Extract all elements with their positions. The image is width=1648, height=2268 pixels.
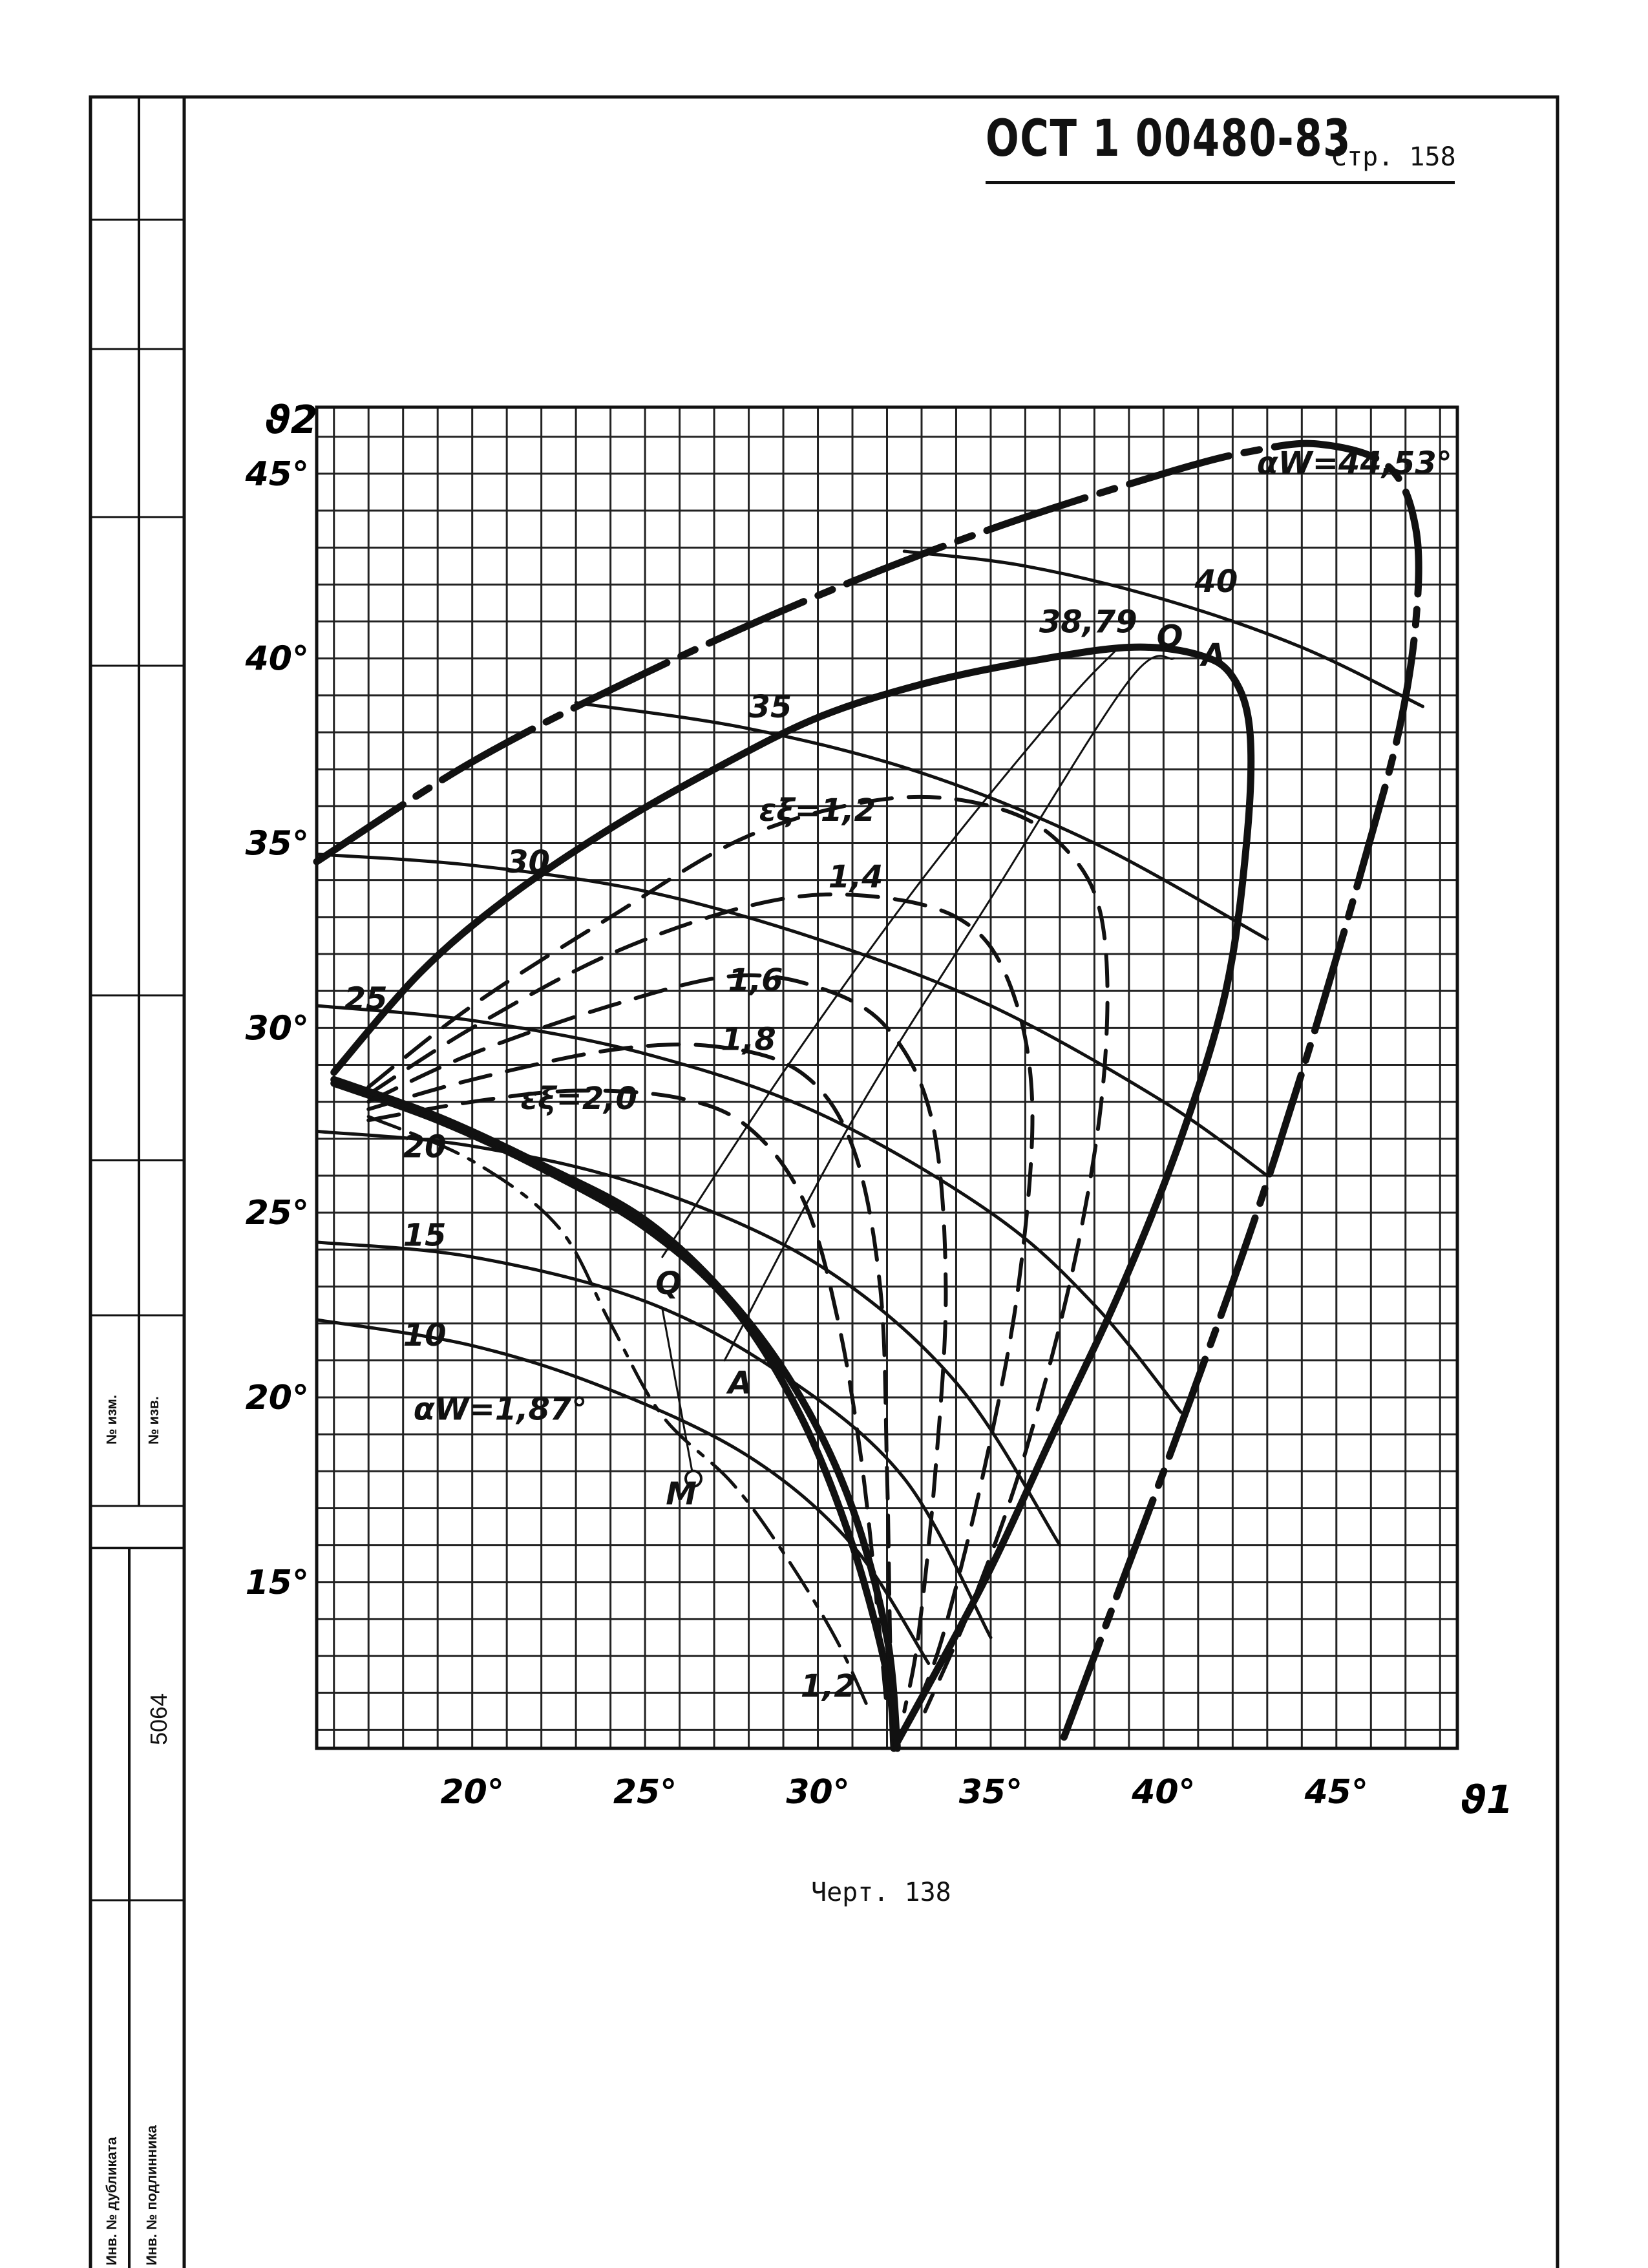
- curve-label: 20: [403, 1129, 447, 1165]
- series-line-12: [366, 892, 1035, 1713]
- curve-label: 38,79: [1039, 604, 1137, 641]
- y-tick-label: 35°: [246, 825, 309, 864]
- curve-label: εξ=1,2: [759, 792, 876, 829]
- curve-label: M: [666, 1476, 697, 1512]
- y-axis-label: ϑ2: [265, 397, 317, 443]
- curve-label: 15: [403, 1218, 447, 1254]
- curve-label: 1,4: [829, 859, 883, 895]
- series-line-3: [330, 1076, 902, 1752]
- y-tick-label: 30°: [246, 1009, 309, 1048]
- curve-label: αW=1,87°: [414, 1391, 587, 1427]
- curve-label: 35: [749, 689, 792, 725]
- x-tick-label: 20°: [440, 1773, 503, 1812]
- series-line-19: [661, 1308, 695, 1480]
- x-tick-label: 35°: [959, 1773, 1022, 1812]
- curve-label: Q: [1157, 619, 1183, 655]
- curve-label: 1,8: [721, 1022, 776, 1058]
- plot-border: [315, 405, 1459, 1750]
- curve-label: A: [1199, 637, 1225, 673]
- series-line-1: [330, 643, 1255, 1752]
- series-line-0: [313, 440, 1422, 1752]
- x-tick-label: 25°: [613, 1773, 677, 1812]
- series-line-8: [315, 1129, 1062, 1547]
- document-header: ОСТ 1 00480-83 Стр. 158: [986, 110, 1456, 184]
- x-tick-label: 40°: [1131, 1773, 1195, 1812]
- series-line-13: [366, 973, 948, 1713]
- curve-label: 40: [1194, 564, 1238, 600]
- curve-label: 10: [403, 1317, 447, 1353]
- series-line-6: [315, 853, 1269, 1178]
- chart-grid: [315, 405, 1459, 1750]
- series-line-16: [366, 1115, 872, 1713]
- x-tick-label: 45°: [1304, 1773, 1368, 1812]
- x-tick-label: 30°: [786, 1773, 849, 1812]
- y-tick-label: 20°: [246, 1379, 309, 1417]
- page-number: Стр. 158: [1331, 142, 1456, 172]
- series-line-14: [366, 1042, 896, 1713]
- y-tick-label: 25°: [246, 1194, 309, 1233]
- curve-label: 1,6: [728, 962, 783, 999]
- series-line-11: [366, 794, 1110, 1713]
- y-tick-label: 45°: [245, 455, 309, 494]
- series-line-4: [902, 549, 1425, 708]
- series-line-17: [661, 650, 1116, 1258]
- curve-label: A: [725, 1365, 752, 1401]
- y-tick-label: 15°: [246, 1563, 309, 1602]
- series-line-7: [315, 1004, 1183, 1414]
- chart-ticks: 20° 25° 30° 35° 40° 45° 15° 20° 25° 30° 35° 40° 45°: [245, 455, 1368, 1812]
- chart-curves: [313, 440, 1425, 1752]
- figure-caption: Черт. 138: [811, 1878, 951, 1907]
- series-line-5: [574, 701, 1269, 941]
- curve-label: αW=44,53°: [1257, 445, 1452, 482]
- y-tick-label: 40°: [245, 640, 309, 679]
- curve-label: εξ=2,0: [521, 1081, 637, 1117]
- series-line-9: [315, 1240, 993, 1640]
- curve-label: 1,2: [801, 1668, 856, 1704]
- curve-label: Q: [655, 1266, 682, 1302]
- curve-label: 30: [507, 844, 550, 880]
- marker-point: [684, 1469, 703, 1488]
- series-line-15: [366, 1088, 889, 1713]
- series-line-18: [723, 655, 1175, 1362]
- series-line-10: [315, 1318, 931, 1666]
- x-axis-label: ϑ1: [1461, 1777, 1513, 1823]
- standard-code: ОСТ 1 00480-83: [986, 110, 1351, 168]
- curve-label: 25: [344, 981, 388, 1017]
